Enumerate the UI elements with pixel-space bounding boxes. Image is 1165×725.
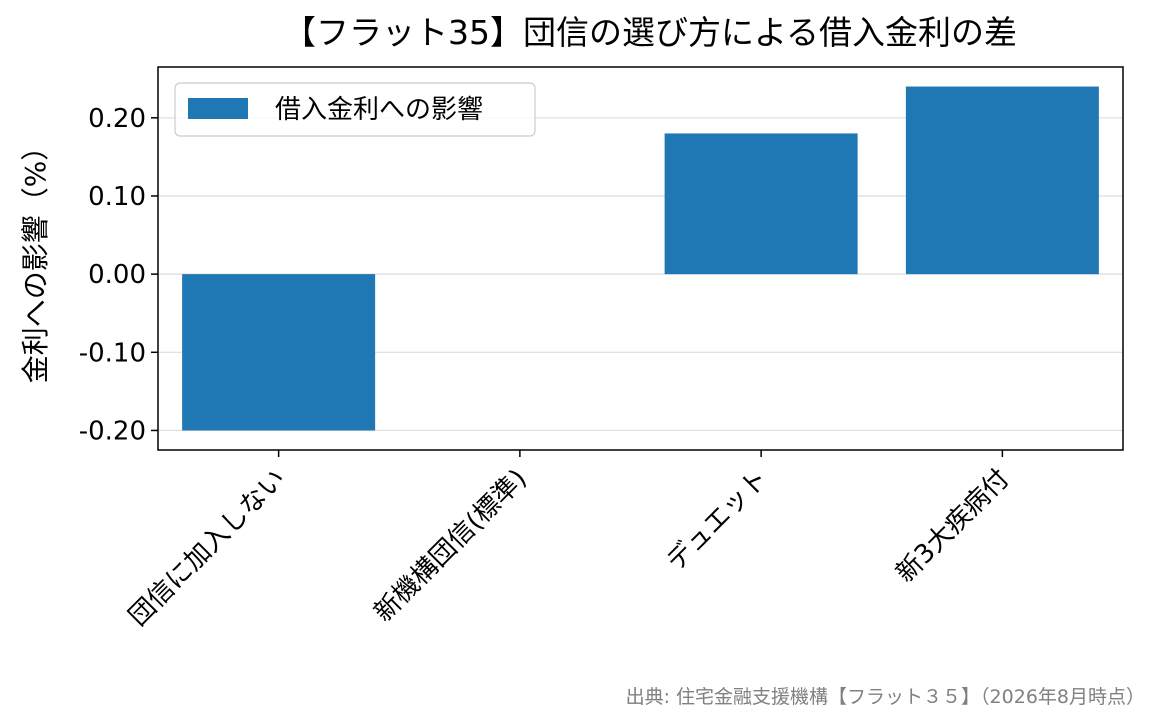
x-tick-label: 団信に加入しない [123,464,291,632]
y-axis-label: 金利への影響（%） [19,133,52,384]
y-tick-label: 0.00 [88,260,146,290]
bars [182,86,1099,431]
legend-box [174,82,536,137]
legend: 借入金利への影響 [174,82,536,137]
bar [182,274,376,431]
x-tick-label: 新3大疾病付 [890,464,1015,589]
legend-swatch [188,98,248,119]
legend-entry-label: 借入金利への影響 [275,95,483,125]
plot-frame [157,66,1124,451]
bar [905,86,1099,275]
y-tick-label: -0.20 [79,416,146,446]
y-tick-label: -0.10 [79,338,146,368]
x-axis-ticks: 団信に加入しない 新機構団信(標準) デュエット 新3大疾病付 [123,450,1015,632]
y-axis-ticks: 0.20 0.10 0.00 -0.10 -0.20 [79,104,158,446]
x-tick-label: 新機構団信(標準) [369,464,533,628]
chart-title: 【フラット35】団信の選び方による借入金利の差 [283,13,1017,52]
bar [664,133,858,275]
source-note: 出典: 住宅金融支援機構【フラット３５】（2026年8月時点） [625,686,1145,708]
x-tick-label: デュエット [661,464,774,577]
y-tick-label: 0.20 [88,104,146,134]
y-tick-label: 0.10 [88,182,146,212]
